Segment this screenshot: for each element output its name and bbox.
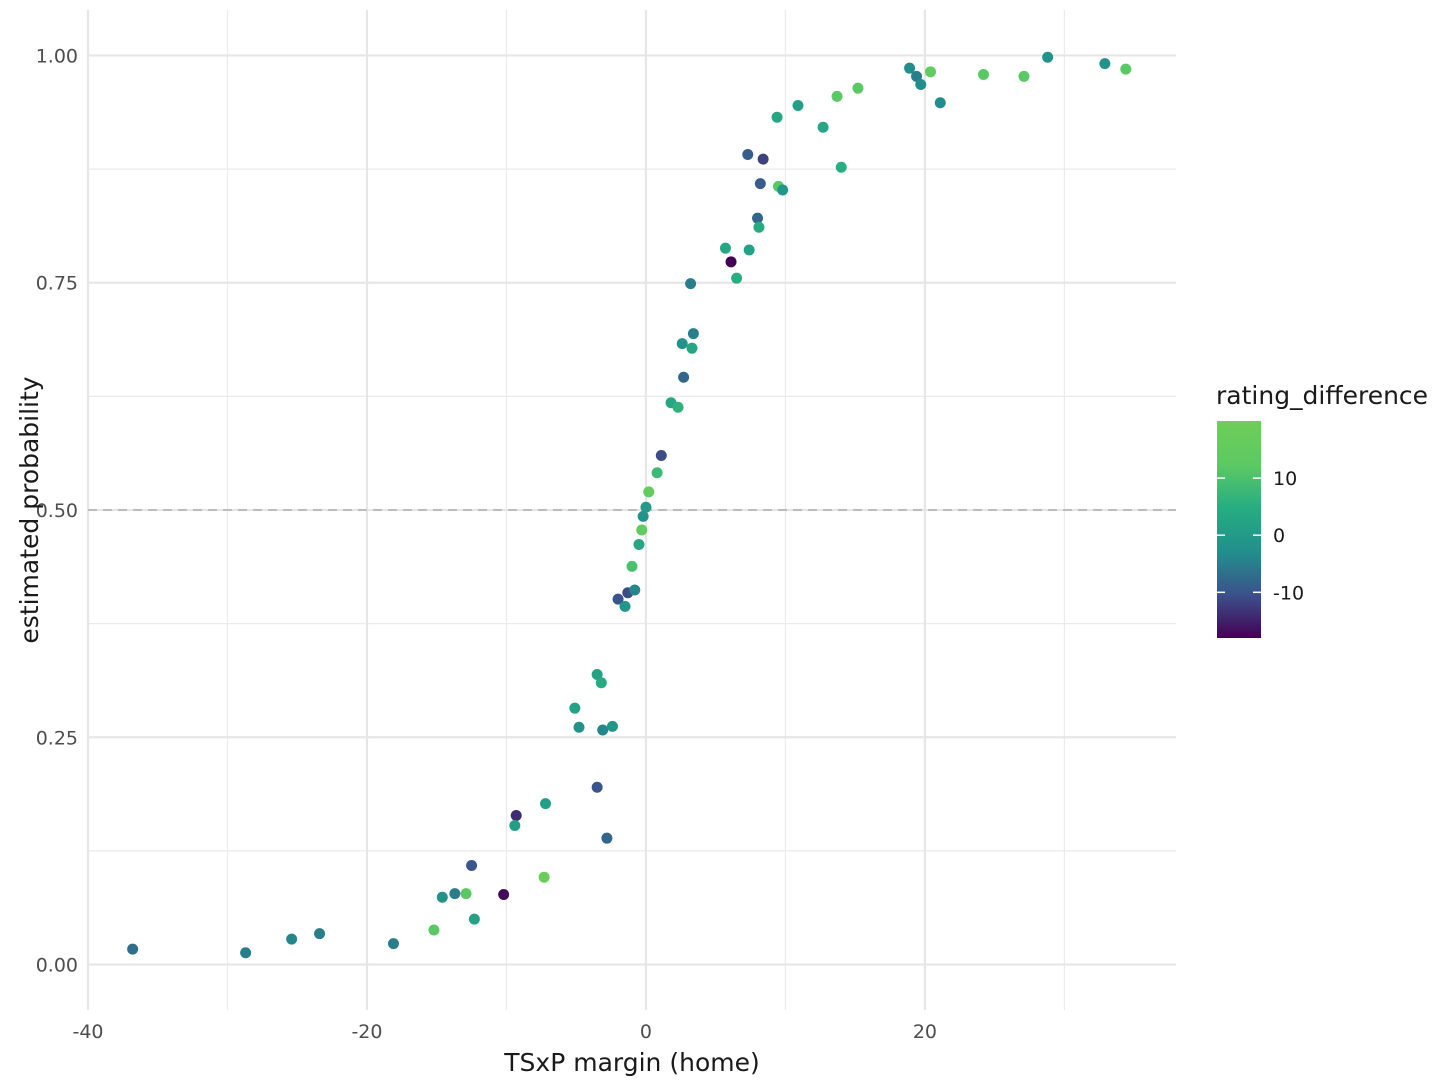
data-points: [127, 51, 1132, 959]
legend-tick-label: 0: [1273, 525, 1285, 547]
data-point: [915, 79, 927, 91]
y-tick-labels: 0.00 0.25 0.50 0.75 1.00: [36, 45, 78, 976]
data-point: [904, 62, 916, 74]
data-point: [835, 161, 847, 173]
data-point: [606, 720, 618, 732]
data-point: [978, 69, 990, 81]
data-point: [911, 70, 923, 82]
data-point: [925, 66, 937, 78]
y-axis-title: estimated probability: [15, 376, 44, 643]
color-legend: rating_difference 10 0 -10: [1216, 381, 1428, 638]
data-point: [314, 928, 326, 940]
data-point: [1099, 58, 1111, 70]
data-point: [591, 781, 603, 793]
data-point: [672, 401, 684, 413]
data-point: [612, 593, 624, 605]
data-point: [757, 153, 769, 165]
data-point: [619, 600, 631, 612]
data-point: [636, 524, 648, 536]
data-point: [743, 244, 755, 256]
data-point: [626, 560, 638, 572]
data-point: [676, 338, 688, 350]
data-point: [468, 913, 480, 925]
x-tick-label: 20: [913, 1021, 937, 1043]
data-point: [817, 121, 829, 133]
data-point: [573, 721, 585, 733]
data-point: [629, 584, 641, 596]
data-point: [752, 212, 764, 224]
data-point: [428, 924, 440, 936]
major-gridlines: [86, 10, 1176, 1010]
data-point: [686, 342, 698, 354]
data-point: [934, 97, 946, 109]
y-tick-label: 0.25: [36, 727, 78, 749]
data-point: [286, 933, 298, 945]
data-point: [719, 242, 731, 254]
data-point: [601, 832, 613, 844]
data-point: [460, 888, 472, 900]
data-point: [637, 510, 649, 522]
x-tick-label: -40: [72, 1021, 103, 1043]
x-tick-label: 0: [640, 1021, 652, 1043]
data-point: [742, 149, 754, 161]
data-point: [687, 328, 699, 340]
data-point: [640, 501, 652, 513]
data-point: [540, 798, 552, 810]
x-tick-label: -20: [351, 1021, 382, 1043]
minor-gridlines: [88, 10, 1176, 1010]
data-point: [655, 449, 667, 461]
legend-colorbar: [1217, 421, 1261, 638]
data-point: [1018, 70, 1030, 82]
data-point: [509, 819, 521, 831]
data-point: [595, 677, 607, 689]
data-point: [538, 871, 550, 883]
data-point: [633, 539, 645, 551]
data-point: [852, 82, 864, 94]
data-point: [591, 669, 603, 681]
legend-tick-label: -10: [1273, 582, 1304, 604]
data-point: [449, 888, 461, 900]
data-point: [498, 889, 510, 901]
data-point: [510, 809, 522, 821]
x-tick-labels: -40 -20 0 20: [72, 1021, 937, 1043]
legend-ticks: 10 0 -10: [1217, 468, 1304, 604]
y-tick-label: 0.00: [36, 955, 78, 977]
data-point: [771, 111, 783, 123]
x-axis-title: TSxP margin (home): [503, 1048, 759, 1077]
y-tick-label: 0.50: [36, 500, 78, 522]
data-point: [651, 467, 663, 479]
data-point: [831, 90, 843, 102]
data-point: [1042, 51, 1054, 63]
data-point: [240, 947, 252, 959]
legend-title: rating_difference: [1216, 381, 1428, 410]
y-tick-label: 0.75: [36, 273, 78, 295]
data-point: [792, 99, 804, 111]
data-point: [597, 724, 609, 736]
legend-tick-label: 10: [1273, 468, 1297, 490]
data-point: [643, 486, 655, 498]
data-point: [678, 371, 690, 383]
data-point: [387, 938, 399, 950]
y-tick-label: 1.00: [36, 45, 78, 67]
data-point: [725, 256, 737, 268]
data-point: [1120, 63, 1132, 75]
data-point: [685, 278, 697, 290]
data-point: [754, 178, 766, 190]
data-point: [466, 859, 478, 871]
data-point: [731, 272, 743, 284]
data-point: [569, 702, 581, 714]
data-point: [436, 891, 448, 903]
data-point: [777, 184, 789, 196]
data-point: [127, 943, 139, 955]
data-point: [753, 221, 765, 233]
